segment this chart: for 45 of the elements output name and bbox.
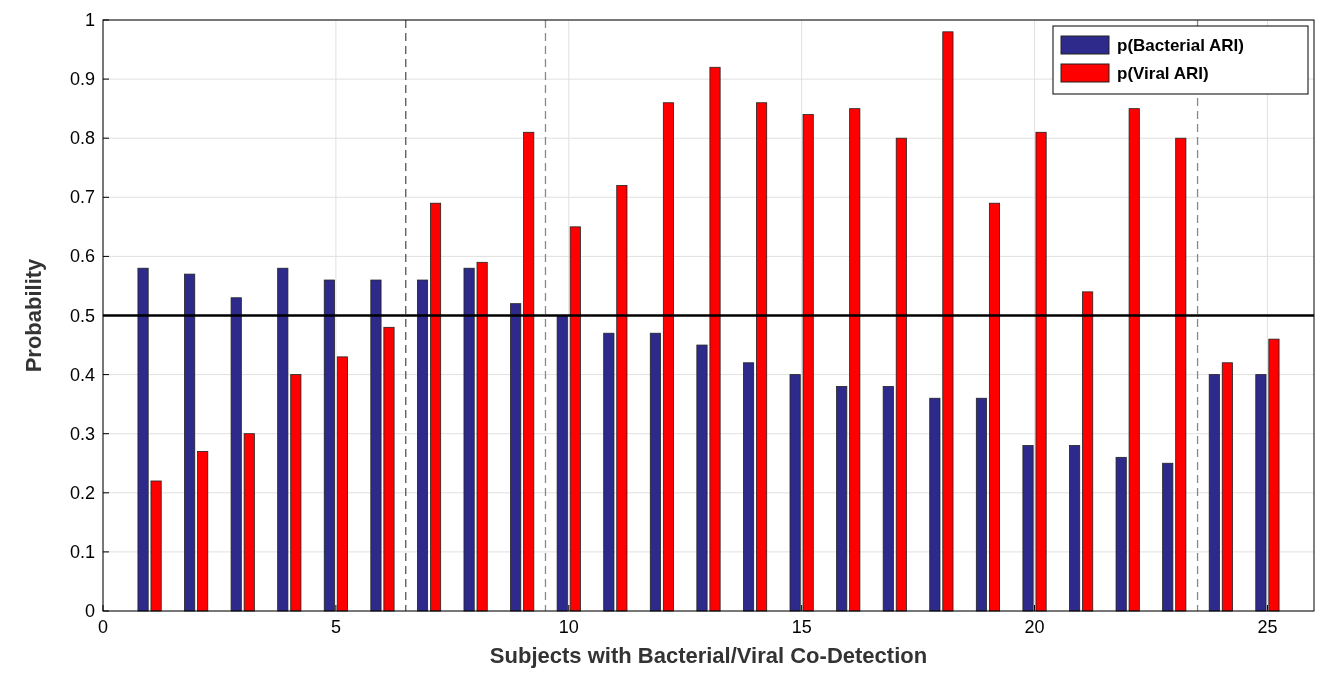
- bar: [184, 273, 196, 612]
- x-axis-title: Subjects with Bacterial/Viral Co-Detection: [489, 643, 928, 668]
- x-tick-label: 5: [330, 617, 341, 637]
- bar: [416, 279, 429, 612]
- bar: [895, 137, 907, 612]
- y-tick-label: 0.3: [69, 423, 95, 444]
- x-tick-label: 10: [558, 617, 579, 637]
- y-tick-label: 0.5: [69, 305, 95, 326]
- y-tick-label: 0.8: [69, 128, 95, 149]
- x-tick-label: 15: [791, 617, 812, 637]
- bar: [882, 386, 894, 612]
- bar: [849, 108, 861, 612]
- bar: [197, 451, 209, 612]
- bar: [1208, 374, 1220, 612]
- legend-label: p(Viral ARI): [1117, 64, 1209, 83]
- x-tick-label: 20: [1024, 617, 1045, 637]
- bar: [1221, 362, 1233, 612]
- bar: [662, 102, 674, 612]
- bar: [988, 202, 1001, 612]
- y-tick-label: 0.1: [69, 541, 95, 562]
- bar: [523, 131, 535, 612]
- y-axis-title: Probability: [21, 257, 46, 373]
- y-tick-label: 0.2: [69, 482, 95, 503]
- bar: [323, 279, 335, 612]
- y-tick-label: 0.6: [69, 246, 95, 267]
- y-tick-label: 0.7: [69, 187, 95, 208]
- bar: [756, 102, 768, 612]
- bar: [1082, 291, 1094, 612]
- y-tick-label: 0.9: [69, 69, 95, 90]
- x-tick-label: 25: [1257, 617, 1278, 637]
- y-tick-label: 0: [84, 601, 95, 621]
- legend-label: p(Bacterial ARI): [1117, 36, 1244, 55]
- bar: [336, 356, 348, 612]
- bar: [1069, 445, 1081, 612]
- x-tick-label: 0: [97, 617, 109, 637]
- y-tick-label: 0.4: [69, 364, 95, 385]
- bar: [569, 226, 581, 612]
- y-tick-label: 1: [84, 10, 95, 30]
- bar: [649, 332, 661, 612]
- bar: [975, 397, 987, 612]
- bar: [743, 362, 755, 612]
- bar: [430, 202, 442, 612]
- bar: [836, 386, 848, 612]
- bar: [556, 315, 568, 612]
- bar: [510, 303, 522, 612]
